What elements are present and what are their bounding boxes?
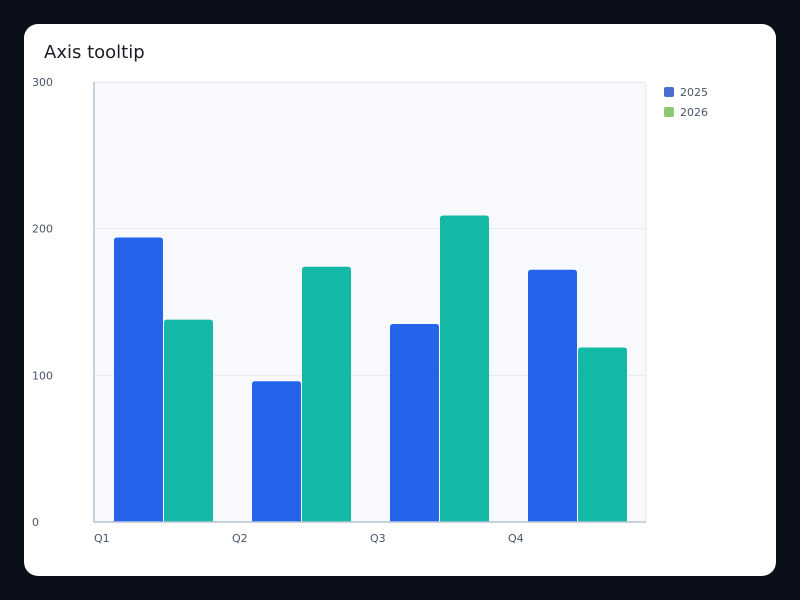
y-tick-label-0: 0 — [32, 516, 39, 529]
bar-q1-2025[interactable] — [114, 237, 163, 522]
chart-card: Axis tooltip 0 100 200 300 Q1 Q2 Q3 Q4 2025 20… — [24, 24, 776, 576]
bar-q4-2025[interactable] — [528, 269, 577, 522]
chart-title: Axis tooltip — [44, 42, 145, 63]
x-tick-label-q4: Q4 — [508, 532, 524, 545]
bar-q3-2025[interactable] — [390, 324, 439, 522]
y-tick-label-100: 100 — [32, 369, 53, 382]
bar-q1-2026[interactable] — [164, 319, 213, 522]
y-tick-label-300: 300 — [32, 76, 53, 89]
bar-q2-2026[interactable] — [302, 266, 351, 522]
bar-chart: 0 100 200 300 Q1 Q2 Q3 Q4 — [32, 76, 647, 545]
chart-legend: 2025 2026 — [664, 82, 708, 122]
bar-q3-2026[interactable] — [440, 215, 489, 522]
x-tick-label-q2: Q2 — [232, 532, 248, 545]
legend-label-0: 2025 — [680, 85, 708, 99]
x-tick-label-q3: Q3 — [370, 532, 386, 545]
legend-swatch-1 — [664, 107, 674, 117]
y-tick-label-200: 200 — [32, 223, 53, 236]
legend-swatch-0 — [664, 87, 674, 97]
legend-item-0[interactable]: 2025 — [664, 82, 708, 102]
bar-q2-2025[interactable] — [252, 381, 301, 522]
bar-q4-2026[interactable] — [578, 347, 627, 522]
x-tick-label-q1: Q1 — [94, 532, 110, 545]
legend-item-1[interactable]: 2026 — [664, 102, 708, 122]
legend-label-1: 2026 — [680, 105, 708, 119]
